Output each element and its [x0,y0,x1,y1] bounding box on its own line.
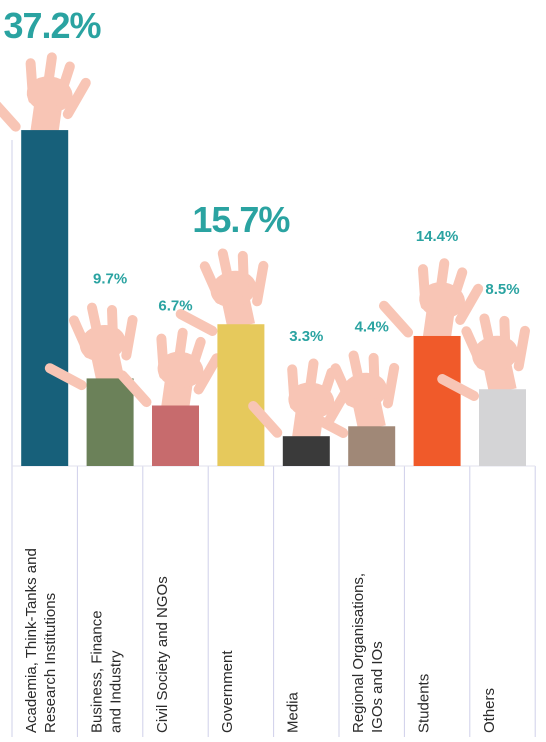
category-line: Students [415,674,432,733]
category-line: Others [481,688,498,733]
bar [217,324,264,466]
chart: 37.2% Academia, Think-Tanks andResearch I… [0,0,546,737]
category-label: Students [415,674,432,733]
category-line: Media [285,691,302,733]
category-line: Government [219,650,236,733]
category-label: Media [285,691,302,733]
value-label: 6.7% [158,297,192,314]
hand-finger [287,364,300,411]
category-line: Civil Society and NGOs [154,576,171,733]
value-label: 8.5% [485,281,519,298]
hand-finger [499,316,511,362]
category-label: Others [481,688,498,733]
bar [414,336,461,466]
page: {"chart_data": { "type": "bar", "categor… [0,0,546,737]
bar [87,378,134,466]
category-line: Business, Finance [88,610,105,733]
value-label: 4.4% [355,318,389,335]
category-line: Academia, Think-Tanks and [23,548,40,733]
bar [348,426,395,466]
value-label: 37.2% [3,5,101,46]
value-label: 3.3% [289,328,323,345]
category-label: Regional Organisations,IGOs and IOs [350,573,386,733]
hand-finger [107,305,119,351]
category-line: and Industry [107,650,124,733]
bar [479,389,526,466]
hand [0,44,96,143]
value-label: 14.4% [416,228,459,245]
bar [21,130,68,466]
hand-finger [25,58,38,105]
category-label: Government [219,650,236,733]
hand-finger [156,333,169,380]
category-line: Regional Organisations, [350,573,367,733]
bar [283,436,330,466]
value-label: 15.7% [192,199,290,240]
hand-finger [238,251,250,297]
category-line: IGOs and IOs [369,641,386,733]
category-line: Research Institutions [42,593,59,733]
bar [152,405,199,466]
value-label: 9.7% [93,270,127,287]
hand-finger [368,353,380,399]
hand-finger [0,93,23,134]
category-label: Civil Society and NGOs [154,576,171,733]
hand-finger [418,264,431,311]
